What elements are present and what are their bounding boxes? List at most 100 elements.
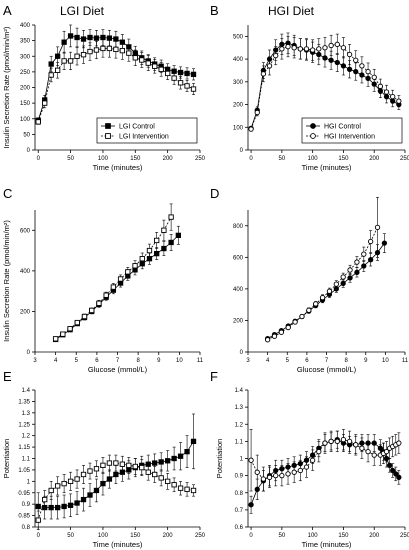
y-tick-label-b: 0 [240,148,244,154]
y-tick-label-e: 1.4 [22,388,31,394]
data-point-d-hgi-intervention [306,307,312,313]
data-point-f-hgi-intervention [254,469,260,475]
data-point-a-lgi-intervention [184,83,190,89]
data-point-a-lgi-intervention [171,75,177,81]
data-point-a-lgi-intervention [100,45,106,52]
data-point-c-lgi-intervention [89,307,95,314]
data-point-b-hgi-intervention [390,93,396,100]
data-point-d-hgi-control [354,269,360,275]
data-point-c-lgi-intervention [139,256,145,262]
x-tick-label-c: 4 [54,358,58,364]
series-line-c-lgi-control [55,235,179,340]
data-point-b-hgi-intervention [383,89,390,95]
data-point-d-hgi-intervention [271,333,278,339]
data-point-a-lgi-intervention [87,48,93,55]
x-axis-label-f: Time (minutes) [302,540,352,549]
data-point-e-lgi-control [80,496,87,503]
data-point-e-lgi-intervention [126,462,132,468]
data-point-a-lgi-intervention [35,119,41,125]
legend-label-a: LGI Control [119,124,155,131]
data-point-c-lgi-intervention [60,331,66,337]
x-tick-label-e: 250 [195,533,206,539]
data-point-c-lgi-intervention [96,300,102,306]
data-point-e-lgi-intervention [164,478,171,484]
panel-letter-d: D [210,186,219,201]
data-point-d-hgi-control [368,257,374,263]
x-tick-label-c: 11 [197,358,204,364]
x-tick-label-a: 150 [130,156,141,162]
data-point-d-hgi-intervention [319,294,326,301]
data-point-d-hgi-intervention [374,224,381,231]
data-point-e-lgi-intervention [171,482,177,488]
x-tick-label-c: 3 [33,358,37,364]
data-point-e-lgi-control [113,471,119,478]
data-point-b-hgi-control [346,66,353,72]
y-tick-label-f: 1 [240,457,244,463]
y-tick-label-b: 200 [233,103,244,109]
legend-label-b: HGI Control [324,124,361,131]
data-point-f-hgi-intervention [346,438,353,445]
x-tick-label-d: 10 [382,358,389,364]
data-point-c-lgi-control [154,250,160,257]
data-point-a-lgi-intervention [152,63,158,69]
chart-panel-e: 0 50 100 150 200 250 0.8 0.85 0.9 0.95 1 1.05 1.1 1.1… [2,388,206,549]
x-tick-label-c: 9 [157,358,161,364]
data-point-e-lgi-control [190,438,197,445]
data-point-a-lgi-control [48,61,54,67]
data-point-d-hgi-intervention [347,267,353,273]
y-tick-label-b: 100 [233,125,244,131]
x-tick-label-d: 8 [344,358,348,364]
y-tick-label-e: 1.15 [18,445,30,451]
y-axis-label-a: Insulin Secretion Rate (pmol/min/m²) [2,26,11,148]
data-point-a-lgi-intervention [190,86,197,92]
legend-label-a: LGI Intervention [119,134,169,141]
y-tick-label-f: 1.1 [235,439,244,445]
data-point-e-lgi-intervention [54,483,61,489]
chart-panel-a: 0 50 100 150 200 250 0 50 100 150 200 250 300 350 400 T… [2,23,206,172]
x-tick-label-e: 200 [163,533,174,539]
data-point-e-lgi-control [171,455,177,462]
data-point-b-hgi-intervention [279,46,285,52]
y-tick-label-f: 1.2 [235,422,244,428]
legend-marker-a [105,123,111,129]
x-tick-label-c: 8 [136,358,140,364]
data-point-e-lgi-intervention [35,517,41,523]
data-point-f-hgi-intervention [309,457,316,463]
y-tick-label-a: 300 [20,54,31,60]
column-title-hgi: HGI Diet [268,4,315,18]
data-point-a-lgi-intervention [67,58,74,64]
y-tick-label-c: 0 [27,350,31,356]
data-point-e-lgi-intervention [42,496,48,503]
data-point-b-hgi-intervention [303,46,310,52]
data-point-a-lgi-control [61,39,67,45]
y-tick-label-d: 600 [233,255,244,261]
data-point-a-lgi-intervention [80,52,87,58]
y-tick-label-f: 1.4 [235,388,244,394]
data-point-c-lgi-intervention [81,313,88,320]
data-point-f-hgi-intervention [291,469,297,475]
data-point-f-hgi-intervention [248,457,254,463]
data-point-f-hgi-intervention [285,471,291,477]
data-point-d-hgi-intervention [285,324,291,331]
data-point-a-lgi-intervention [106,45,113,52]
x-tick-label-f: 250 [400,533,409,539]
data-point-a-lgi-intervention [145,60,151,66]
data-point-b-hgi-intervention [346,51,353,58]
data-point-c-lgi-intervention [103,292,109,298]
y-axis-label-e: Potentiation [2,439,11,479]
data-point-d-hgi-control [347,275,353,281]
x-tick-label-e: 100 [98,533,109,539]
x-tick-label-f: 0 [249,533,253,539]
data-point-e-lgi-intervention [61,480,67,487]
data-point-c-lgi-intervention [146,247,153,254]
x-tick-label-d: 6 [305,358,309,364]
data-point-f-hgi-intervention [396,440,402,446]
y-tick-label-d: 0 [240,350,244,356]
data-point-f-hgi-intervention [266,474,273,480]
y-tick-label-e: 1.1 [22,457,31,463]
data-point-b-hgi-intervention [322,45,328,51]
data-point-b-hgi-intervention [353,57,359,63]
data-point-b-hgi-control [340,63,347,69]
data-point-d-hgi-intervention [313,301,319,307]
